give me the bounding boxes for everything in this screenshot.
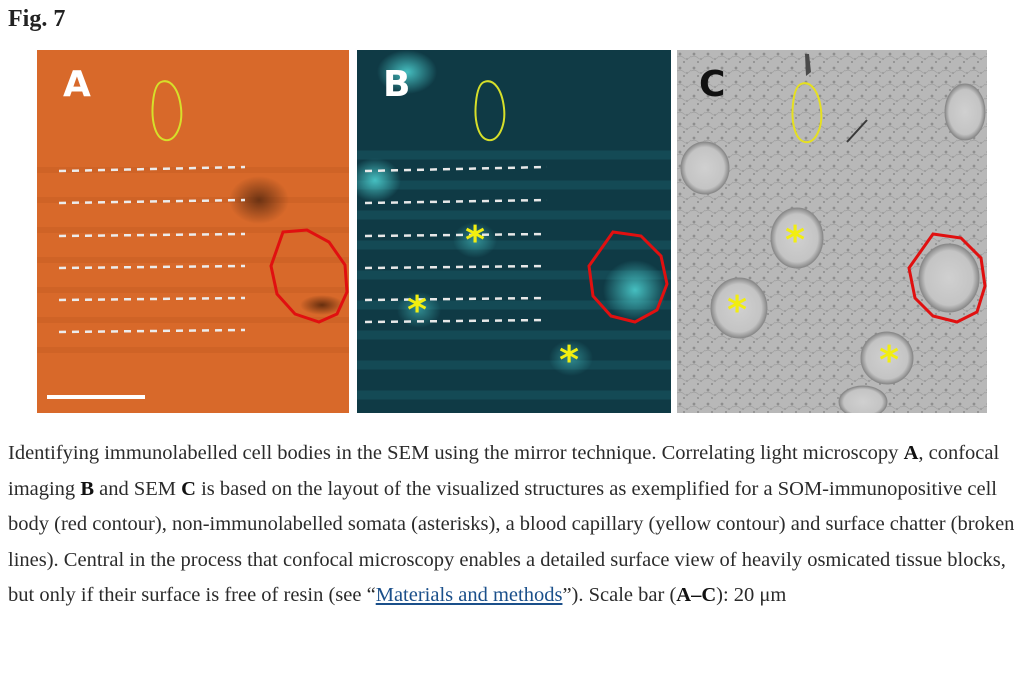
asterisk-marker: *	[559, 338, 579, 382]
asterisk-marker: *	[879, 338, 899, 382]
cell-body	[860, 331, 914, 385]
panel-b-confocal: * * * B	[357, 50, 671, 413]
cell-body	[770, 207, 824, 269]
caption-scale-ref: A–C	[676, 584, 717, 606]
fluorescent-spot	[453, 222, 497, 258]
figure-label: Fig. 7	[8, 6, 66, 32]
panel-label: B	[383, 64, 411, 105]
asterisk-marker: *	[727, 288, 747, 332]
asterisk-marker: *	[785, 218, 805, 262]
caption-text: and SEM	[94, 477, 182, 500]
fluorescent-spot	[357, 158, 401, 202]
dark-structure	[805, 54, 811, 76]
dark-spot	[300, 295, 344, 315]
asterisk-marker: *	[465, 218, 485, 262]
caption-text: , confocal imaging	[8, 442, 1000, 500]
red-contour-cell	[269, 228, 349, 324]
broken-lines	[58, 165, 246, 334]
panel-b-image: * * *	[357, 50, 671, 413]
panel-label: C	[699, 64, 726, 105]
fluorescent-spot	[549, 340, 593, 376]
cell-body	[680, 141, 730, 195]
cell-body	[838, 385, 888, 413]
yellow-contour-capillary	[151, 80, 183, 142]
caption-text: ): 20 μm	[716, 584, 787, 606]
dark-spot	[229, 176, 289, 224]
panel-label: A	[63, 64, 91, 105]
panel-c-image: * * *	[677, 50, 987, 413]
red-contour-cell	[587, 230, 669, 324]
caption-ref-a: A	[903, 442, 919, 464]
yellow-contour-capillary	[474, 80, 506, 142]
cell-body	[918, 243, 980, 313]
caption-text: Identifying immunolabelled cell bodies i…	[8, 442, 904, 464]
panel-a-image	[37, 50, 349, 413]
panel-c-background	[677, 50, 987, 413]
fluorescent-spot	[603, 260, 667, 320]
materials-methods-link[interactable]: Materials and methods	[375, 584, 563, 606]
fluorescent-spot	[377, 50, 437, 94]
caption-ref-b: B	[80, 477, 94, 500]
dark-structure	[846, 119, 868, 143]
caption-text: is based on the layout of the visualized…	[8, 477, 1015, 607]
figure-panels: A	[37, 50, 987, 413]
fluorescent-spot	[397, 292, 441, 328]
yellow-contour-capillary	[791, 82, 823, 144]
red-contour-cell	[907, 232, 987, 324]
caption-ref-c: C	[181, 477, 196, 500]
figure-caption: Identifying immunolabelled cell bodies i…	[8, 436, 1016, 614]
asterisk-marker: *	[407, 288, 427, 332]
panel-a-light-microscopy: A	[37, 50, 349, 413]
cell-body	[944, 83, 986, 141]
broken-lines	[364, 165, 548, 324]
panel-c-sem: * * * C	[677, 50, 987, 413]
caption-text: ”). Scale bar (	[562, 584, 677, 606]
cell-body	[710, 277, 768, 339]
